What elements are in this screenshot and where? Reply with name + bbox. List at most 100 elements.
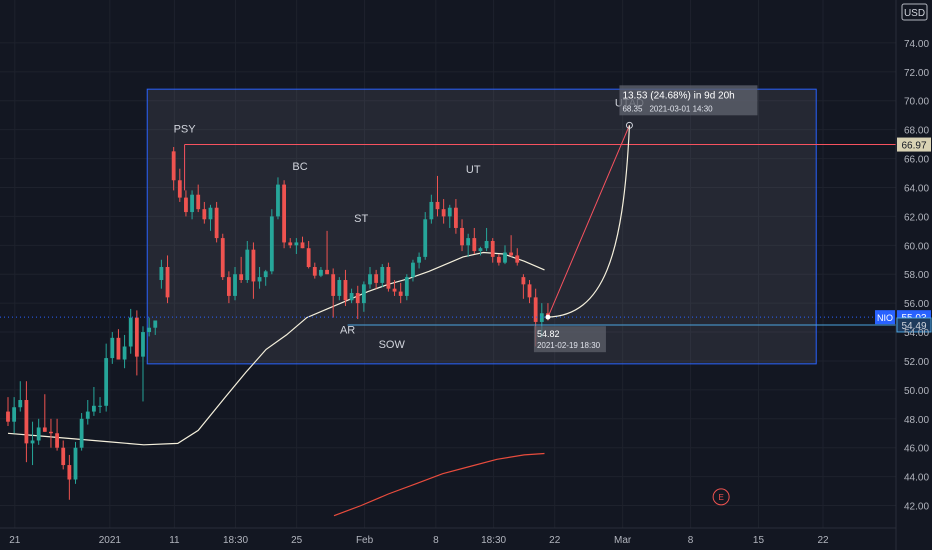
candle[interactable] [116, 329, 121, 360]
candle[interactable] [380, 264, 385, 288]
candle[interactable] [503, 245, 507, 265]
candle[interactable] [239, 256, 244, 283]
candle[interactable] [515, 248, 520, 266]
earnings-marker[interactable] [712, 488, 730, 506]
projection-tool[interactable]: 54.82 2021-02-19 18:30 13.53 (24.68%) in 9… [533, 85, 758, 353]
candle[interactable] [263, 269, 268, 286]
price-lines[interactable]: 66.9755.03NIO54.49 [0, 137, 932, 333]
candle[interactable] [177, 168, 182, 202]
candle[interactable] [300, 236, 305, 249]
candle[interactable] [134, 310, 139, 376]
range-box[interactable] [146, 88, 817, 365]
candle[interactable] [147, 317, 152, 337]
candle[interactable] [282, 180, 287, 249]
candle[interactable] [18, 381, 23, 412]
candle[interactable] [257, 267, 262, 289]
candle[interactable] [141, 326, 145, 402]
candle[interactable] [245, 240, 250, 283]
candle[interactable] [417, 252, 421, 269]
candle[interactable] [509, 235, 514, 257]
candle[interactable] [85, 400, 90, 425]
candle[interactable] [24, 381, 29, 463]
candle[interactable] [98, 397, 102, 414]
candle-body [417, 256, 421, 263]
candle[interactable] [527, 280, 532, 304]
candle[interactable] [404, 274, 409, 301]
candle[interactable] [110, 332, 115, 364]
candle[interactable] [435, 175, 440, 217]
projection-end-point[interactable] [625, 121, 633, 129]
candle[interactable] [411, 259, 415, 282]
candle[interactable] [171, 147, 176, 191]
candle[interactable] [269, 209, 274, 275]
projection-line[interactable] [547, 125, 630, 318]
candle[interactable] [159, 259, 164, 289]
candle[interactable] [423, 212, 428, 260]
candle[interactable] [496, 253, 501, 266]
projection-start-point[interactable] [545, 314, 551, 320]
candle[interactable] [91, 386, 96, 416]
candle[interactable] [233, 267, 237, 301]
candle[interactable] [6, 397, 10, 427]
candle[interactable] [460, 219, 464, 252]
candle[interactable] [61, 440, 66, 470]
candle[interactable] [472, 227, 477, 254]
candle[interactable] [490, 238, 495, 263]
candle[interactable] [79, 413, 84, 451]
candle[interactable] [447, 204, 452, 228]
candle[interactable] [128, 308, 133, 354]
candle[interactable] [398, 282, 403, 304]
candle[interactable] [49, 418, 53, 448]
candle[interactable] [214, 201, 219, 243]
candle[interactable] [165, 255, 170, 304]
candle[interactable] [220, 233, 225, 281]
candle[interactable] [42, 394, 47, 432]
candle[interactable] [67, 454, 72, 500]
candle[interactable] [251, 242, 256, 299]
candle-body [509, 252, 514, 256]
wyckoff-range-box[interactable] [146, 88, 817, 365]
candle[interactable] [104, 343, 109, 412]
candle[interactable] [184, 190, 188, 217]
candle[interactable] [12, 397, 17, 434]
candle[interactable] [202, 201, 207, 224]
candle[interactable] [226, 271, 231, 304]
candle[interactable] [454, 199, 458, 234]
candle[interactable] [484, 227, 489, 252]
candle[interactable] [36, 418, 41, 445]
candlestick-series[interactable] [6, 147, 550, 500]
candle[interactable] [374, 269, 379, 289]
candle[interactable] [343, 269, 348, 307]
candle[interactable] [319, 267, 323, 278]
currency-badge[interactable] [901, 3, 928, 21]
candle[interactable] [355, 285, 360, 320]
x-tick-label: Feb [356, 535, 374, 546]
candle[interactable] [392, 280, 397, 296]
candle[interactable] [349, 288, 354, 304]
candle[interactable] [294, 238, 299, 254]
candle[interactable] [288, 238, 293, 249]
candle[interactable] [325, 230, 329, 275]
candle[interactable] [386, 262, 391, 292]
candle[interactable] [306, 240, 311, 269]
candle[interactable] [521, 274, 526, 299]
candle[interactable] [331, 268, 336, 318]
candle[interactable] [478, 246, 483, 256]
candle[interactable] [368, 267, 372, 289]
candle[interactable] [122, 334, 127, 369]
candle[interactable] [73, 441, 78, 484]
candle[interactable] [30, 421, 35, 466]
candle[interactable] [466, 233, 471, 257]
candle[interactable] [153, 320, 158, 335]
candle[interactable] [276, 177, 280, 220]
candle[interactable] [196, 184, 201, 213]
candle[interactable] [337, 277, 342, 301]
candle[interactable] [441, 199, 446, 224]
candle[interactable] [429, 194, 434, 224]
candle[interactable] [208, 204, 213, 231]
candle[interactable] [190, 190, 194, 220]
candle[interactable] [312, 262, 317, 279]
candle[interactable] [361, 281, 366, 312]
candle[interactable] [55, 418, 59, 451]
